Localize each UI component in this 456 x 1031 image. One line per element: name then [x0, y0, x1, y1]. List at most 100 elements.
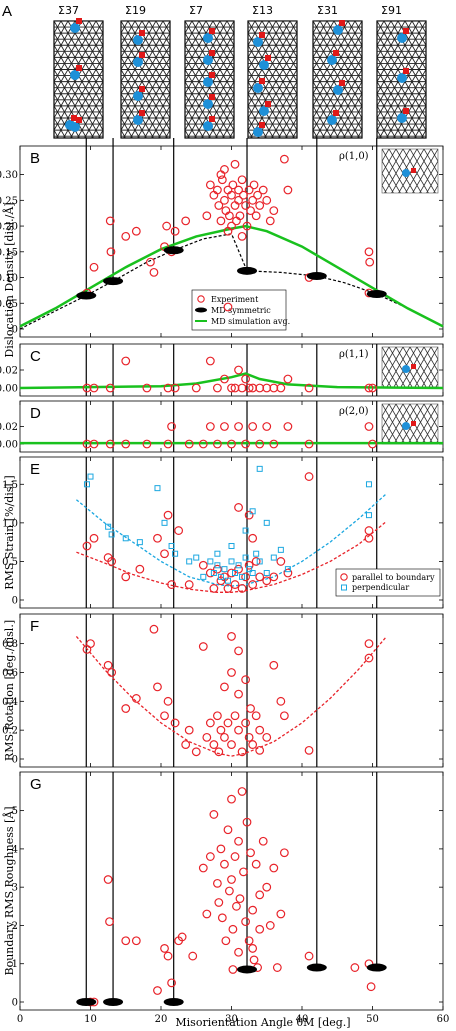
inset-core-red — [411, 364, 416, 369]
experiment-point — [103, 875, 113, 884]
md-symmetric-marker — [306, 963, 327, 972]
dislocation-core-red — [403, 108, 409, 114]
dislocation-core-blue — [397, 73, 407, 83]
experiment-point — [368, 439, 377, 449]
rho-label: ρ(1,0) — [339, 151, 369, 162]
inset-core-red — [411, 421, 416, 426]
panel-letter: C — [30, 348, 41, 365]
dislocation-core-red — [333, 50, 339, 56]
y-tick-label: 5 — [12, 806, 18, 817]
experiment-point — [220, 682, 229, 692]
perpendicular-point — [83, 481, 90, 488]
experiment-point — [244, 560, 254, 570]
dislocation-core-red — [139, 52, 145, 58]
y-tick-label: 0.02 — [0, 366, 18, 377]
experiment-point — [248, 422, 258, 431]
md-symmetric-marker — [103, 998, 124, 1006]
experiment-point — [216, 216, 226, 226]
experiment-point — [223, 226, 233, 236]
panel-e: 0 0.5 1.0 1.5 E RMS Strain [%/disl.] parallel … — [2, 456, 444, 609]
experiment-point — [89, 262, 99, 272]
experiment-point — [364, 533, 374, 543]
experiment-point — [255, 745, 265, 755]
legend-md-symmetric-marker — [195, 307, 207, 313]
legend-box — [335, 568, 441, 597]
perpendicular-point — [122, 535, 129, 542]
dislocation-core-blue — [253, 37, 263, 47]
panel-letter: G — [30, 776, 42, 793]
experiment-point — [368, 383, 377, 393]
experiment-point — [163, 439, 173, 449]
experiment-point — [272, 963, 282, 972]
experiment-point — [191, 747, 201, 757]
rho-label: ρ(1,1) — [339, 349, 369, 360]
inset-core-blue — [402, 422, 410, 430]
experiment-point — [131, 936, 141, 946]
dislocation-core-blue — [259, 60, 269, 70]
experiment-point — [227, 383, 236, 393]
experiment-point — [239, 867, 248, 877]
lattice-mesh — [377, 21, 426, 138]
lattice-thumbnail-1: Σ37 — [53, 4, 104, 139]
experiment-point — [265, 921, 275, 930]
experiment-point — [212, 439, 222, 449]
experiment-point — [167, 580, 176, 589]
perpendicular-point — [284, 566, 291, 573]
dislocation-core-blue — [133, 115, 143, 125]
experiment-point — [121, 231, 131, 241]
experiment-point — [255, 439, 265, 449]
dislocation-core-red — [139, 110, 145, 116]
experiment-point — [223, 302, 233, 312]
experiment-point — [365, 257, 375, 267]
y-tick-label: 0.25 — [0, 196, 18, 207]
experiment-point — [184, 725, 194, 735]
experiment-point — [230, 852, 240, 861]
experiment-point — [304, 383, 314, 393]
experiment-point — [216, 725, 226, 735]
experiment-point — [153, 533, 162, 543]
experiment-point — [205, 718, 215, 728]
experiment-point — [244, 185, 254, 195]
y-tick-label: 0 — [12, 325, 18, 336]
perpendicular-point — [224, 577, 231, 584]
experiment-point — [106, 247, 116, 257]
experiment-point — [202, 211, 212, 221]
panel-a-letter: A — [2, 3, 12, 20]
dislocation-core-red — [265, 101, 271, 107]
experiment-point — [237, 584, 247, 593]
experiment-point — [214, 747, 224, 757]
panel-a-structures: A Σ37 Σ19 Σ7 Σ13 Σ31 Σ91 — [2, 3, 427, 139]
experiment-point — [209, 584, 219, 593]
perpendicular-point — [235, 562, 242, 569]
sigma-label: Σ37 — [58, 4, 79, 17]
experiment-point — [241, 917, 251, 927]
rotation-fit-curve — [75, 635, 388, 757]
experiment-point — [170, 383, 180, 393]
experiment-point — [251, 711, 261, 721]
experiment-point — [224, 886, 234, 896]
perpendicular-point — [253, 550, 260, 557]
perpendicular-point — [228, 558, 235, 565]
perpendicular-point — [242, 527, 249, 534]
experiment-point — [237, 787, 247, 796]
y-tick-label: 0.8 — [2, 639, 18, 650]
experiment-point — [237, 231, 247, 241]
experiment-point — [234, 646, 243, 656]
experiment-point — [241, 572, 251, 582]
x-tick-label: 20 — [155, 1014, 168, 1025]
dislocation-core-blue — [70, 70, 80, 80]
experiment-point — [107, 557, 117, 566]
experiment-point — [89, 383, 99, 393]
dislocation-core-blue — [327, 55, 337, 65]
experiment-point — [279, 848, 289, 858]
experiment-point — [227, 668, 236, 677]
md-symmetric-marker — [103, 277, 124, 286]
experiment-point — [279, 154, 289, 164]
experiment-point — [241, 374, 251, 384]
sigma-label: Σ19 — [125, 4, 146, 17]
lattice-thumbnail-3: Σ7 — [184, 4, 235, 139]
legend-parallel-marker — [340, 573, 348, 581]
perpendicular-point — [214, 550, 221, 557]
experiment-point — [162, 221, 172, 231]
